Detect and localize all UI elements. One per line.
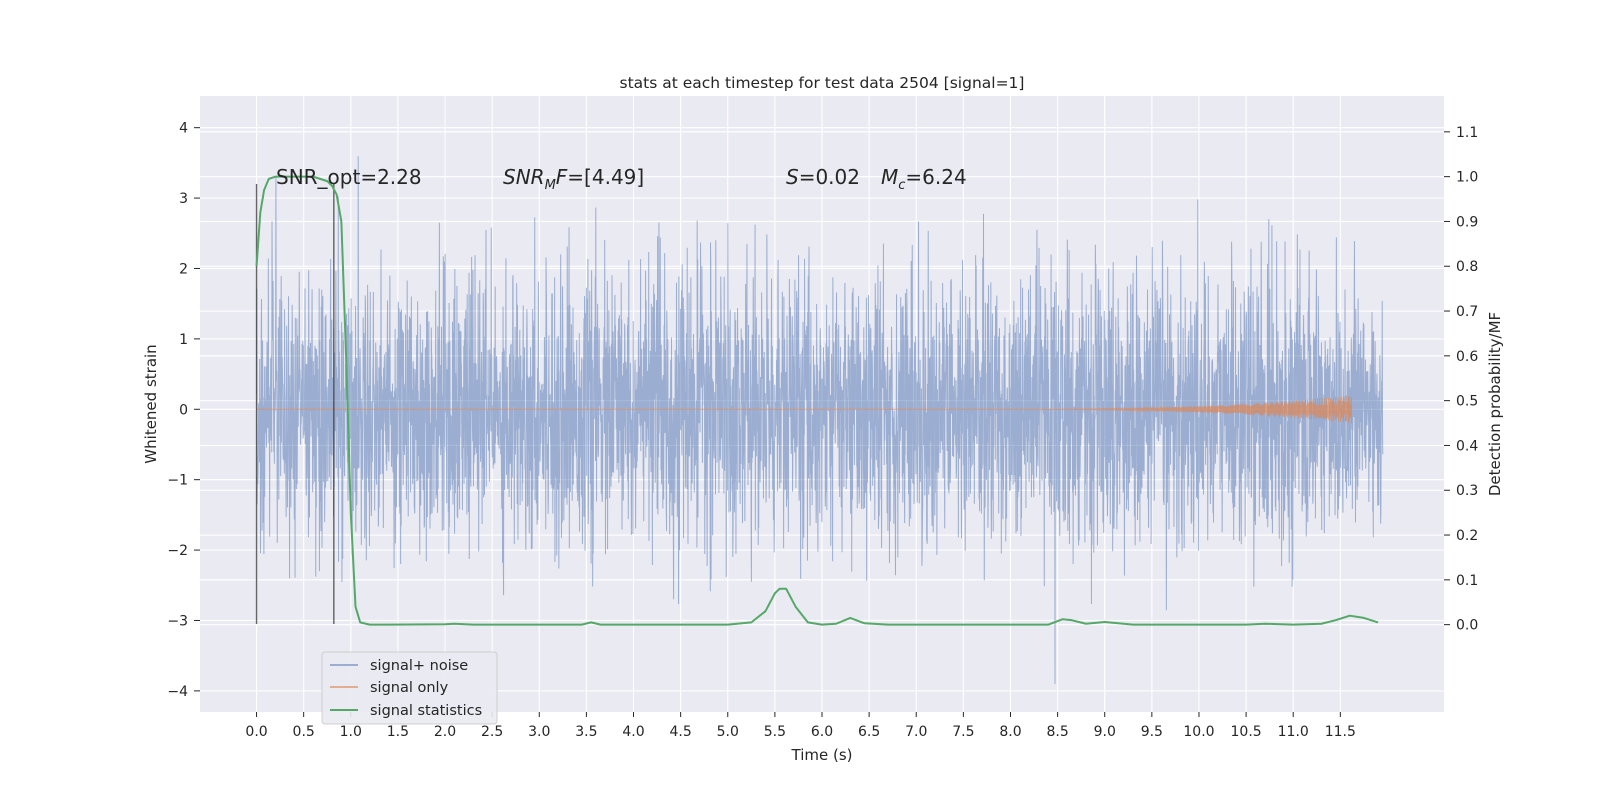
x-tick-label: 2.0 [434, 724, 456, 740]
y-tick-label-right: 0.5 [1456, 394, 1478, 410]
series-signal-only [256, 395, 1353, 424]
annotation-snr-mf-value: =[4.49] [567, 165, 644, 189]
x-tick-label: 10.5 [1231, 724, 1262, 740]
x-tick-label: 8.5 [1046, 724, 1068, 740]
x-tick-label: 5.5 [764, 724, 786, 740]
y-tick-label-right: 1.0 [1456, 170, 1478, 186]
x-tick-label: 3.0 [528, 724, 550, 740]
x-tick-label: 7.5 [952, 724, 974, 740]
y-tick-label-right: 0.4 [1456, 438, 1478, 454]
y-tick-label-right: 0.6 [1456, 349, 1478, 365]
y-tick-label-left: −3 [167, 613, 188, 629]
annotation-mc-sub: c [898, 178, 905, 193]
x-tick-label: 4.0 [622, 724, 644, 740]
y-tick-label-right: 0.1 [1456, 573, 1478, 589]
x-tick-label: 8.0 [999, 724, 1021, 740]
x-tick-label: 2.5 [481, 724, 503, 740]
chart-title: stats at each timestep for test data 250… [620, 74, 1025, 92]
x-axis-label: Time (s) [791, 746, 853, 764]
x-tick-label: 6.0 [811, 724, 833, 740]
tick-labels: 0.0 0.5 1.0 1.5 2.0 2.5 3.0 3.5 4.0 4.5 5.0 5.5 6.0 6… [167, 121, 1478, 740]
y-tick-label-right: 0.2 [1456, 528, 1478, 544]
legend-label-signal-statistics: signal statistics [370, 703, 482, 719]
y-tick-label-left: 1 [179, 332, 188, 348]
annotation-s-symbol: S [786, 165, 799, 189]
annotation-mc: Mc=6.24 [881, 165, 967, 193]
y-axis-label-right: Detection probability/MF [1486, 312, 1504, 496]
x-tick-label: 6.5 [858, 724, 880, 740]
y-tick-label-left: −4 [167, 684, 188, 700]
legend: signal+ noise signal only signal statist… [321, 651, 498, 725]
y-tick-label-right: 0.3 [1456, 483, 1478, 499]
y-tick-label-left: 4 [179, 121, 188, 137]
x-tick-label: 1.0 [340, 724, 362, 740]
signal-only-line [963, 395, 1353, 424]
annotation-snr-opt-text: SNR_opt=2.28 [276, 165, 422, 189]
x-tick-label: 9.5 [1141, 724, 1163, 740]
x-tick-label: 10.0 [1183, 724, 1214, 740]
legend-label-signal-plus-noise: signal+ noise [370, 658, 468, 674]
annotation-mc-value: =6.24 [905, 165, 966, 189]
x-tick-label: 7.0 [905, 724, 927, 740]
x-tick-label: 4.5 [670, 724, 692, 740]
annotation-mc-base: M [881, 165, 898, 189]
annotation-snr-mf-f: F [556, 165, 568, 189]
x-tick-label: 9.0 [1094, 724, 1116, 740]
x-tick-label: 0.0 [245, 724, 267, 740]
y-tick-label-right: 1.1 [1456, 125, 1478, 141]
y-tick-label-left: 0 [179, 402, 188, 418]
signal-plus-noise-line [256, 156, 1384, 684]
y-tick-label-right: 0.8 [1456, 259, 1478, 275]
x-tick-label: 1.5 [387, 724, 409, 740]
y-tick-label-right: 0.9 [1456, 214, 1478, 230]
signal-statistics-line [255, 175, 1379, 626]
annotation-s-value: =0.02 [799, 165, 860, 189]
series-signal-plus-noise [256, 156, 1384, 684]
annotation-snr-mf-base: SNR [503, 165, 545, 189]
y-axis-label-left: Whitened strain [142, 344, 160, 463]
y-tick-label-right: 0.0 [1456, 618, 1478, 634]
series-signal-statistics [255, 175, 1379, 626]
x-tick-label: 11.0 [1278, 724, 1309, 740]
y-tick-label-left: −2 [167, 543, 188, 559]
legend-label-signal-only: signal only [370, 680, 449, 696]
y-tick-label-left: 3 [179, 191, 188, 207]
annotation-snr-mf-sub: M [545, 178, 556, 193]
y-tick-label-left: 2 [179, 261, 188, 277]
legend-box [321, 651, 498, 725]
x-tick-label: 11.5 [1325, 724, 1356, 740]
y-tick-label-left: −1 [167, 473, 188, 489]
annotation-snr-opt: SNR_opt=2.28 [276, 165, 422, 189]
x-tick-label: 3.5 [575, 724, 597, 740]
x-tick-label: 0.5 [293, 724, 315, 740]
x-tick-label: 5.0 [717, 724, 739, 740]
annotation-s: S=0.02 [786, 165, 860, 189]
annotation-snr-mf: SNRMF=[4.49] [503, 165, 644, 193]
y-tick-label-right: 0.7 [1456, 304, 1478, 320]
